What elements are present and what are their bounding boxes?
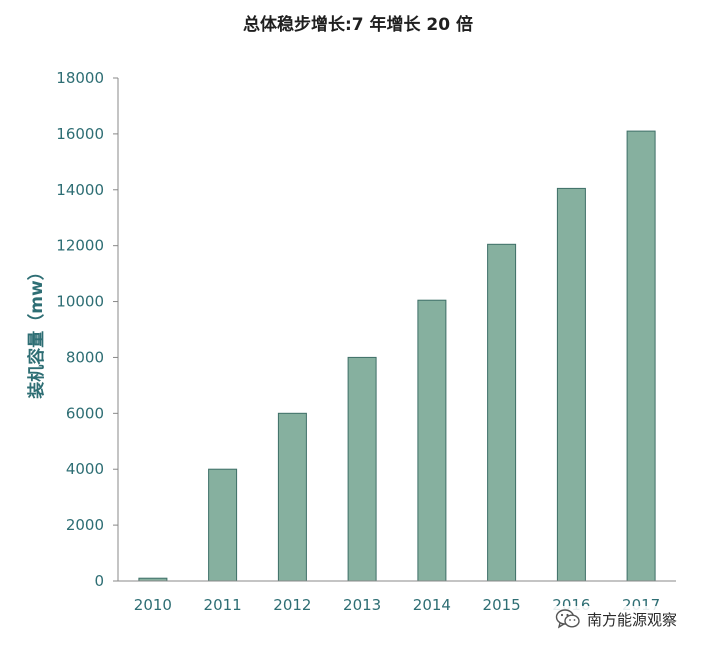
chart-title: 总体稳步增长:7 年增长 20 倍	[242, 15, 474, 35]
y-tick-label: 14000	[56, 181, 104, 199]
bar-2016	[556, 187, 586, 582]
x-tick-label: 2012	[273, 596, 311, 614]
x-tick-label: 2015	[483, 596, 521, 614]
y-tick-label: 2000	[66, 516, 104, 534]
axes-group	[113, 77, 676, 582]
y-tick-label: 4000	[66, 460, 104, 478]
wechat-icon	[555, 609, 580, 629]
y-tick-label: 16000	[56, 125, 104, 143]
y-tick-label: 8000	[66, 348, 104, 366]
y-axis-title: 装机容量（mw）	[26, 263, 47, 399]
y-tick-label: 12000	[56, 237, 104, 255]
x-tick-label: 2011	[204, 596, 242, 614]
y-tick-label: 10000	[56, 293, 104, 311]
y-tick-labels: 0 2000 4000 6000 8000 10000 12000 14000 16000 180…	[56, 69, 104, 590]
x-tick-label: 2010	[134, 596, 172, 614]
y-tick-label: 18000	[56, 69, 104, 87]
x-tick-label: 2014	[413, 596, 451, 614]
watermark: 南方能源观察	[553, 606, 684, 632]
y-tick-label: 0	[94, 572, 104, 590]
bar-2017	[626, 130, 656, 582]
bar-2015	[487, 243, 517, 582]
x-tick-label: 2013	[343, 596, 381, 614]
bar-2011	[208, 468, 238, 582]
bar-2014	[417, 299, 447, 582]
bar-2013	[347, 356, 377, 582]
y-tick-label: 6000	[66, 404, 104, 422]
watermark-text: 南方能源观察	[587, 610, 678, 629]
x-tick-labels: 2010 2011 2012 2013 2014 2015 2016 2017	[134, 596, 660, 614]
bar-2012	[277, 412, 307, 582]
bars-group	[138, 130, 656, 582]
